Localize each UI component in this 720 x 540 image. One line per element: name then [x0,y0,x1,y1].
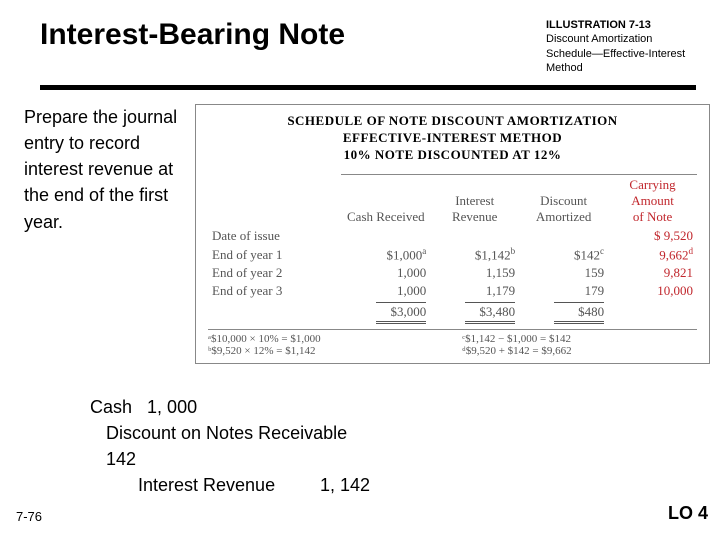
schedule-title: SCHEDULE OF NOTE DISCOUNT AMORTIZATION E… [208,113,697,164]
je-account: Discount on Notes Receivable 142 [90,420,370,472]
footnote-b: ᵇ$9,520 × 12% = $1,142 [208,345,443,357]
table-row: End of year 2 1,000 1,159 159 9,821 [208,264,697,282]
journal-entry: Cash 1, 000 Discount on Notes Receivable… [90,394,720,498]
page-number: 7-76 [16,509,42,524]
table-row: End of year 3 1,000 1,179 179 10,000 [208,282,697,300]
table-row: Date of issue $ 9,520 [208,227,697,245]
je-amount: 1, 142 [320,472,390,498]
illustration-caption-block: ILLUSTRATION 7-13 Discount Amortization … [546,18,696,75]
footnote-a: ᵃ$10,000 × 10% = $1,000 [208,333,443,345]
col-interest: Interest Revenue [430,174,519,227]
learning-objective: LO 4 [668,503,708,524]
instruction-text: Prepare the journal entry to record inte… [24,104,179,364]
table-row: End of year 1 $1,000a $1,142b $142c 9,66… [208,245,697,264]
col-cash: Cash Received [341,174,430,227]
je-account: Interest Revenue [90,472,320,498]
schedule-table: Cash Received Interest Revenue Discount … [208,174,697,325]
illustration-number: ILLUSTRATION 7-13 [546,18,696,32]
table-total-row: $3,000 $3,480 $480 [208,300,697,325]
footnote-d: ᵈ$9,520 + $142 = $9,662 [462,345,697,357]
sch-title-line2: EFFECTIVE-INTEREST METHOD [343,130,562,145]
illustration-desc: Discount Amortization Schedule—Effective… [546,32,696,75]
footnote-c: ᶜ$1,142 − $1,000 = $142 [462,333,697,345]
footnotes: ᵃ$10,000 × 10% = $1,000 ᵇ$9,520 × 12% = … [208,329,697,357]
je-account: Cash 1, 000 [90,394,370,420]
sch-title-line1: SCHEDULE OF NOTE DISCOUNT AMORTIZATION [287,113,617,128]
col-carrying: Carrying Amount of Note [608,174,697,227]
table-header-row: Cash Received Interest Revenue Discount … [208,174,697,227]
page-title: Interest-Bearing Note [40,18,345,52]
amortization-schedule: SCHEDULE OF NOTE DISCOUNT AMORTIZATION E… [195,104,710,364]
sch-title-line3: 10% NOTE DISCOUNTED AT 12% [344,147,562,162]
col-discount: Discount Amortized [519,174,608,227]
